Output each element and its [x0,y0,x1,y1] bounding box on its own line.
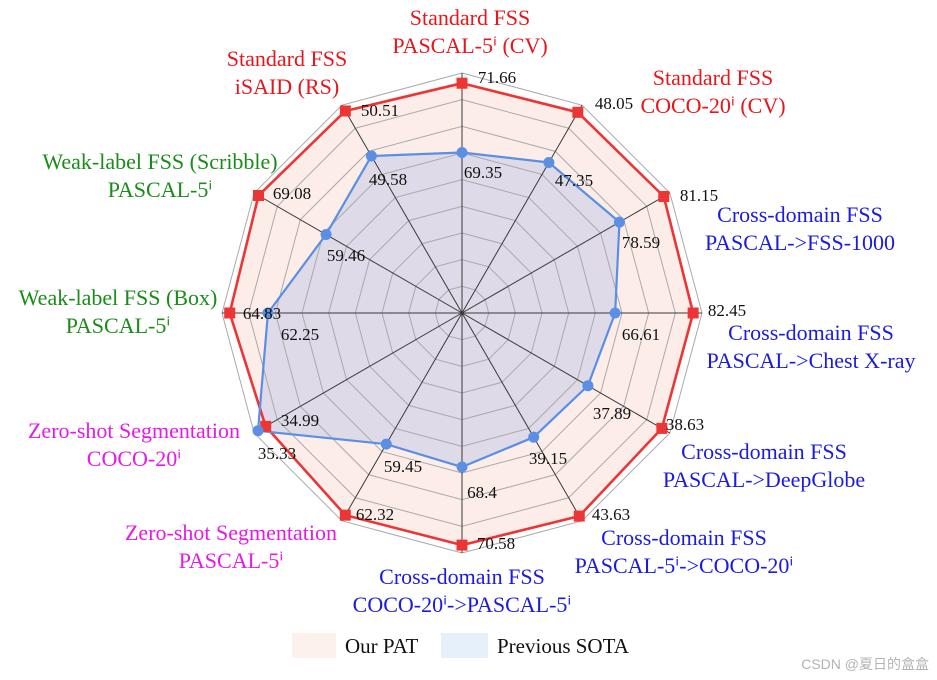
axis-label: Cross-domain FSS [717,202,883,227]
marker-our-pat [573,510,585,522]
legend-label-previous-sota: Previous SOTA [497,634,630,658]
axis-label: PASCAL-5ⁱ (CV) [392,33,547,58]
axis-spoke [461,312,583,522]
axis-label: PASCAL-5ⁱ [66,313,171,338]
marker-previous-sota [262,307,274,319]
axis-label: Weak-label FSS (Scribble) [42,149,277,174]
value-label-our-pat: 71.66 [478,68,516,87]
value-label-our-pat: 50.51 [361,101,399,120]
value-label-our-pat: 82.45 [708,301,746,320]
value-label-our-pat: 64.83 [243,304,281,323]
axis-label: Weak-label FSS (Box) [19,285,218,310]
axis-label: PASCAL-5ⁱ [179,548,284,573]
legend-swatch-previous-sota [441,633,488,658]
marker-previous-sota [543,156,555,168]
axis-label: Standard FSS [227,46,347,71]
axis-label: Zero-shot Segmentation [125,520,337,545]
value-label-previous-sota: 62.25 [281,325,319,344]
marker-our-pat [253,190,265,202]
value-label-our-pat: 70.58 [477,534,515,553]
axis-spoke [341,104,463,314]
axis-label: PASCAL->Chest X-ray [707,348,916,373]
axis-spoke [461,312,671,434]
marker-our-pat [687,307,699,319]
marker-our-pat [339,105,351,117]
marker-previous-sota [380,438,392,450]
marker-our-pat [339,509,351,521]
value-label-previous-sota: 68.4 [467,483,497,502]
axis-label: Cross-domain FSS [728,320,894,345]
axis-label: Standard FSS [653,65,773,90]
value-label-our-pat: 81.15 [680,186,718,205]
legend-label-our-pat: Our PAT [345,634,418,658]
axis-labels: Standard FSS PASCAL-5ⁱ (CV) Standard FSS CO… [19,5,916,617]
axis-label: Cross-domain FSS [681,439,847,464]
value-label-our-pat: 34.99 [281,411,319,430]
axis-spoke [253,192,463,314]
marker-our-pat [572,106,584,118]
axis-label: COCO-20ⁱ->PASCAL-5ⁱ [353,592,572,617]
value-label-previous-sota: 69.35 [464,163,502,182]
marker-our-pat [260,420,272,432]
axis-label: Zero-shot Segmentation [28,418,240,443]
axis-spoke [461,192,671,314]
marker-our-pat [456,539,468,551]
marker-previous-sota [320,229,332,241]
value-label-previous-sota: 37.89 [593,404,631,423]
value-label-previous-sota: 35.33 [258,444,296,463]
marker-previous-sota [456,147,468,158]
value-label-our-pat: 69.08 [273,184,311,203]
axis-label: COCO-20ⁱ (CV) [640,93,785,118]
value-label-previous-sota: 39.15 [529,449,567,468]
marker-previous-sota [582,380,594,392]
radar-grid [221,72,703,554]
value-label-previous-sota: 59.45 [384,457,422,476]
marker-our-pat [658,191,670,202]
value-label-previous-sota: 78.59 [622,233,660,252]
marker-previous-sota [252,425,264,437]
marker-our-pat [456,77,468,89]
value-label-previous-sota: 47.35 [555,171,593,190]
marker-previous-sota [528,431,540,443]
axis-spoke [461,104,583,314]
axis-spoke [341,312,463,522]
marker-previous-sota [613,216,625,228]
watermark: CSDN @夏日的盒盒 [801,656,929,672]
axis-label: Cross-domain FSS [601,525,767,550]
axis-label: PASCAL-5ⁱ [108,177,213,202]
value-label-our-pat: 38.63 [666,415,704,434]
axis-label: PASCAL->DeepGlobe [663,467,865,492]
marker-previous-sota [365,150,377,162]
axis-label: PASCAL->FSS-1000 [705,230,895,255]
value-label-our-pat: 43.63 [592,505,630,524]
marker-our-pat [656,422,668,434]
value-label-previous-sota: 66.61 [622,325,660,344]
value-label-previous-sota: 49.58 [369,170,407,189]
axis-label: PASCAL-5ⁱ->COCO-20ⁱ [575,553,794,578]
value-labels: 71.66 48.05 81.15 82.45 38.63 43.63 70.58 62.32… [243,68,746,553]
value-label-our-pat: 48.05 [595,94,633,113]
axis-label: Standard FSS [410,5,530,30]
legend: Our PAT Previous SOTA [292,633,630,658]
series-area-previous-sota [257,152,620,468]
marker-our-pat [224,307,236,319]
marker-previous-sota [609,307,621,319]
axis-label: iSAID (RS) [235,74,340,99]
value-label-our-pat: 62.32 [356,505,394,524]
value-label-previous-sota: 59.46 [327,246,365,265]
marker-previous-sota [456,461,468,473]
axis-label: COCO-20ⁱ [87,446,181,471]
legend-swatch-our-pat [292,633,336,658]
series-markers [224,77,699,551]
axis-label: Cross-domain FSS [379,564,545,589]
axis-spoke [253,312,463,434]
